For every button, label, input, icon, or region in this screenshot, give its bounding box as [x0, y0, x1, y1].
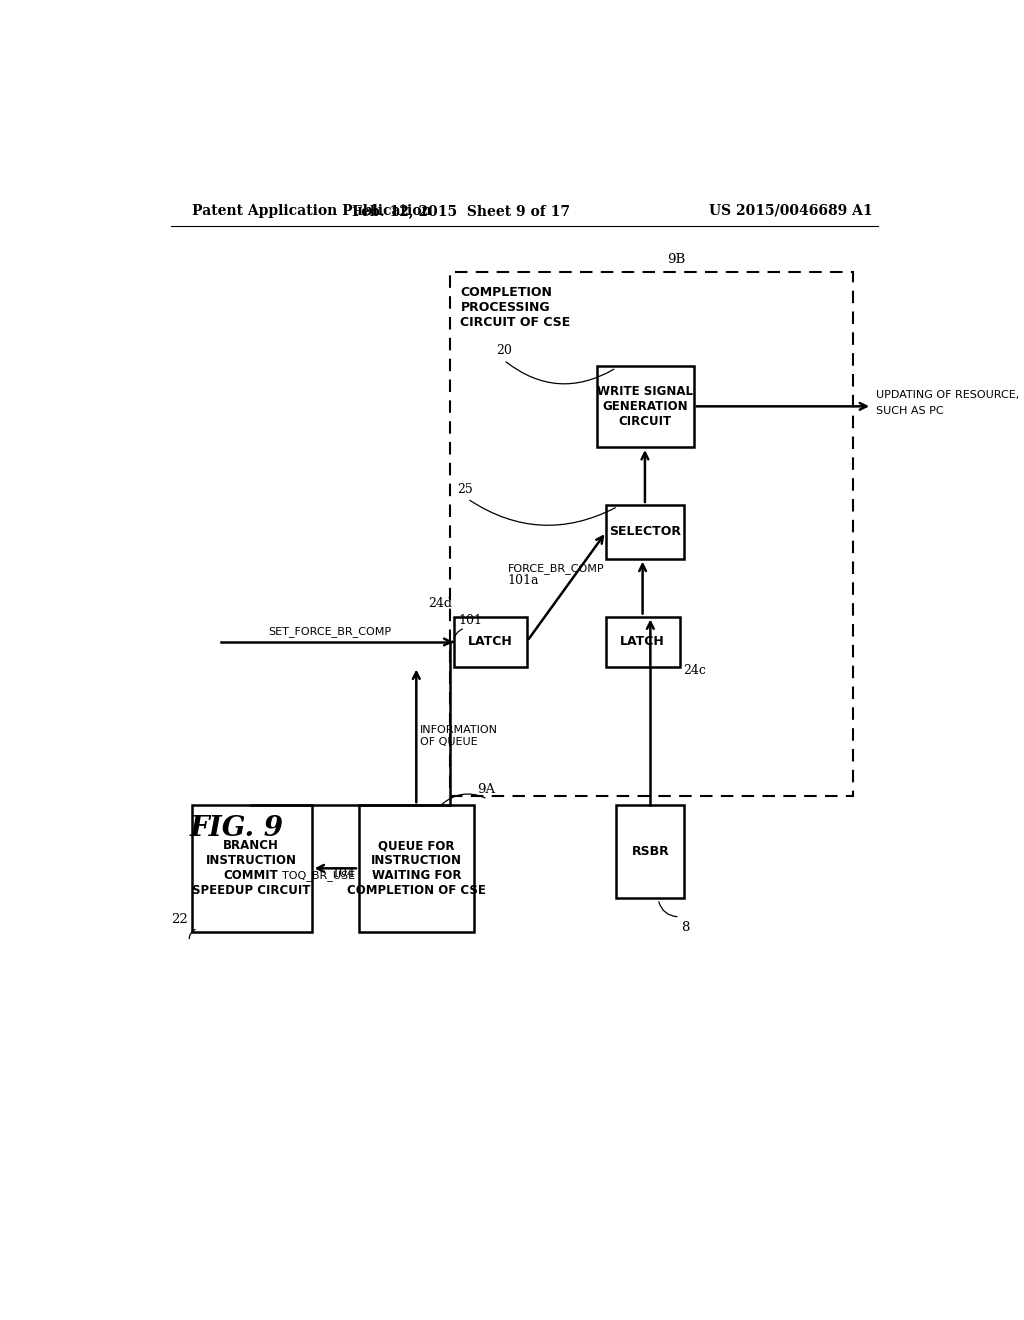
Bar — [191, 805, 311, 932]
Text: 24c: 24c — [683, 664, 706, 677]
Text: 104: 104 — [331, 867, 355, 880]
Bar — [450, 272, 853, 796]
Text: COMPLETION
PROCESSING
CIRCUIT OF CSE: COMPLETION PROCESSING CIRCUIT OF CSE — [461, 286, 570, 329]
Text: 101: 101 — [459, 614, 483, 627]
Text: LATCH: LATCH — [621, 635, 665, 648]
Text: WRITE SIGNAL
GENERATION
CIRCUIT: WRITE SIGNAL GENERATION CIRCUIT — [597, 385, 693, 428]
Bar — [606, 506, 684, 558]
Text: TOQ_BR_USE: TOQ_BR_USE — [282, 870, 355, 880]
Text: BRANCH
INSTRUCTION
COMMIT
SPEEDUP CIRCUIT: BRANCH INSTRUCTION COMMIT SPEEDUP CIRCUI… — [193, 840, 310, 898]
Text: 22: 22 — [171, 913, 187, 927]
Text: FIG. 9: FIG. 9 — [190, 814, 284, 842]
Text: RSBR: RSBR — [632, 845, 670, 858]
Text: INFORMATION
OF QUEUE: INFORMATION OF QUEUE — [420, 725, 498, 747]
Text: UPDATING OF RESOURCE,: UPDATING OF RESOURCE, — [876, 391, 1019, 400]
Text: FORCE_BR_COMP: FORCE_BR_COMP — [508, 564, 605, 574]
Text: LATCH: LATCH — [468, 635, 512, 648]
Text: Feb. 12, 2015  Sheet 9 of 17: Feb. 12, 2015 Sheet 9 of 17 — [352, 203, 570, 218]
Bar — [597, 367, 693, 447]
Text: Patent Application Publication: Patent Application Publication — [191, 203, 431, 218]
Text: SUCH AS PC: SUCH AS PC — [876, 405, 943, 416]
Bar — [616, 805, 684, 898]
Text: 101a: 101a — [508, 574, 540, 587]
Bar — [454, 616, 527, 667]
Text: SELECTOR: SELECTOR — [609, 525, 681, 539]
Text: 9A: 9A — [477, 783, 495, 796]
Text: 8: 8 — [681, 921, 690, 933]
Text: 20: 20 — [496, 345, 512, 358]
Bar — [359, 805, 474, 932]
Bar — [606, 616, 680, 667]
Text: 9B: 9B — [667, 253, 685, 267]
Text: 24d: 24d — [428, 598, 452, 610]
Text: US 2015/0046689 A1: US 2015/0046689 A1 — [710, 203, 872, 218]
Text: 25: 25 — [458, 483, 473, 496]
Text: SET_FORCE_BR_COMP: SET_FORCE_BR_COMP — [268, 627, 391, 638]
Text: QUEUE FOR
INSTRUCTION
WAITING FOR
COMPLETION OF CSE: QUEUE FOR INSTRUCTION WAITING FOR COMPLE… — [347, 840, 485, 898]
